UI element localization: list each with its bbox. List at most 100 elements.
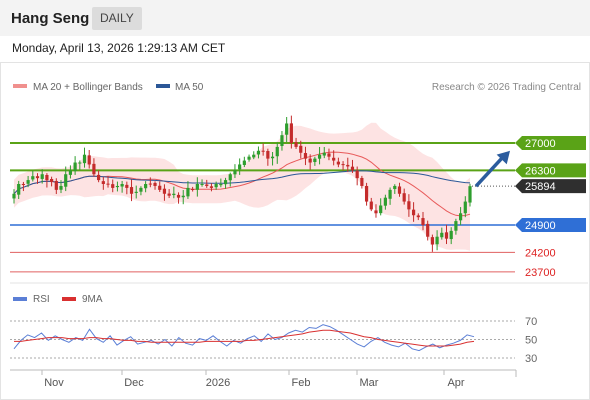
x-tick-label: Mar — [360, 377, 379, 389]
candle-body — [101, 181, 105, 184]
candle-body — [153, 182, 157, 186]
candle-body — [252, 154, 256, 158]
x-tick-label: Apr — [447, 377, 464, 389]
candle-body — [144, 184, 148, 189]
candle-body — [407, 201, 411, 210]
support-label: 23700 — [525, 267, 556, 279]
candle-body — [463, 201, 467, 214]
candle-body — [336, 161, 340, 165]
candle-body — [139, 187, 143, 192]
candle-body — [317, 154, 322, 159]
candle-body — [40, 174, 44, 179]
candle-body — [388, 189, 392, 199]
candle-body — [440, 232, 444, 238]
x-axis: Nov Dec 2026 Feb Mar Apr — [10, 369, 517, 389]
candle-body — [454, 221, 458, 231]
candle-body — [355, 170, 359, 179]
candle-body — [421, 218, 425, 225]
candle-body — [195, 184, 199, 190]
ma20-legend-label: MA 20 + Bollinger Bands — [33, 82, 143, 93]
instrument-title: Hang Seng — [11, 10, 90, 27]
candle-body — [129, 187, 134, 194]
rsi-pane: 70 50 30 — [10, 316, 537, 365]
rsi-tick-label: 70 — [525, 316, 537, 328]
candle-body — [402, 193, 406, 202]
x-tick-label: Dec — [124, 377, 144, 389]
candle-body — [327, 153, 331, 157]
candle-body — [12, 193, 16, 199]
candle-body — [120, 184, 124, 187]
resistance-label: 27000 — [525, 138, 556, 150]
candle-body — [68, 170, 73, 175]
rsi-legend-swatch — [13, 297, 27, 301]
candle-body — [205, 184, 209, 186]
candle-body — [17, 184, 21, 195]
candle-body — [78, 162, 82, 164]
candle-body — [430, 237, 434, 245]
candle-body — [444, 232, 449, 239]
candle-body — [92, 163, 96, 175]
candle-body — [115, 185, 120, 188]
candle-body — [270, 156, 275, 159]
candle-body — [256, 150, 261, 155]
candle-body — [289, 123, 293, 143]
support-label: 24900 — [525, 220, 556, 232]
rsi-legend: RSI 9MA — [13, 294, 103, 305]
candle-body — [87, 155, 91, 165]
candle-body — [332, 157, 336, 161]
candle-body — [294, 142, 298, 147]
candle-body — [59, 185, 63, 190]
candle-body — [35, 176, 40, 179]
candle-body — [186, 187, 190, 197]
candle-body — [449, 230, 453, 240]
candle-body — [280, 135, 284, 147]
candle-body — [111, 184, 115, 188]
candle-body — [468, 186, 472, 203]
candle-body — [435, 236, 439, 245]
forecast-arrow-head — [496, 150, 510, 165]
candle-body — [426, 223, 430, 237]
chart-header: Hang Seng DAILY — [0, 0, 590, 36]
candle-body — [303, 153, 308, 159]
rsi-ma-legend-swatch — [62, 297, 76, 301]
candle-body — [162, 188, 167, 194]
candle-body — [148, 183, 152, 185]
candle-body — [125, 184, 129, 188]
candle-body — [134, 191, 138, 193]
candle-body — [181, 195, 185, 198]
candle-body — [158, 185, 162, 190]
candle-body — [242, 160, 246, 166]
candle-body — [209, 186, 214, 188]
forecast-arrow-shaft — [474, 153, 507, 188]
candle-body — [383, 197, 387, 206]
candle-body — [360, 177, 364, 186]
candle-body — [416, 215, 420, 218]
rsi-tick-label: 30 — [525, 353, 537, 365]
ma20-legend-swatch — [13, 84, 27, 88]
candle-body — [266, 150, 270, 159]
candle-body — [228, 174, 232, 181]
candle-body — [299, 145, 303, 153]
period-badge[interactable]: DAILY — [92, 7, 142, 30]
bollinger-bands — [14, 122, 470, 251]
rsi-ma-legend-label: 9MA — [82, 294, 103, 305]
resistance-label: 26300 — [525, 165, 556, 177]
candle-body — [31, 176, 35, 180]
support-tag — [515, 218, 586, 232]
candle-body — [73, 162, 77, 172]
ma50-legend-swatch — [156, 84, 170, 88]
candle-body — [308, 158, 312, 163]
rsi-ma-line — [14, 329, 475, 347]
candle-body — [64, 174, 68, 187]
rsi-tick-label: 50 — [525, 335, 537, 347]
candle-body — [313, 158, 317, 163]
candle-body — [191, 188, 195, 190]
candle-body — [214, 184, 218, 188]
x-tick-label: Nov — [44, 377, 64, 389]
candle-body — [346, 164, 350, 167]
candle-body — [26, 180, 30, 184]
candle-body — [397, 186, 402, 194]
candle-body — [364, 185, 369, 202]
current-price-tag — [515, 179, 586, 194]
candle-body — [458, 213, 463, 221]
